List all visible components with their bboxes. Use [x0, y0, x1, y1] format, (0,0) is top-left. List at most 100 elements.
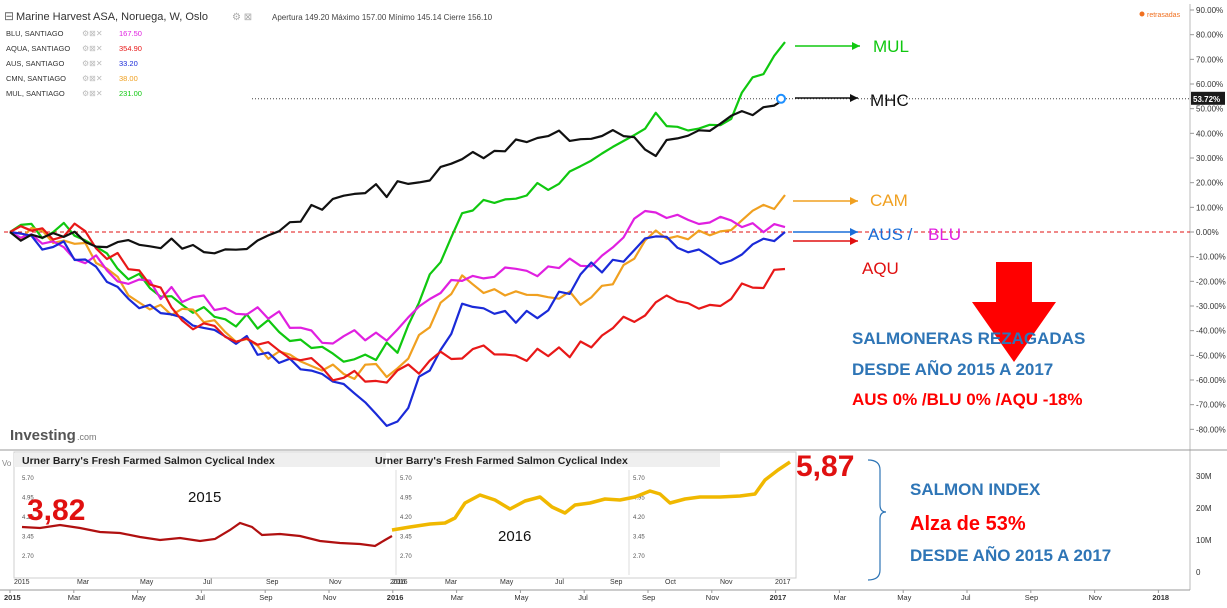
inset-y-tick: 3.45: [22, 535, 34, 541]
y-tick-label: -70.00%: [1196, 401, 1226, 410]
inset-x-label: Jul: [555, 579, 564, 586]
x-axis-label: Sep: [259, 593, 272, 602]
inset-y-tick: 4.20: [633, 515, 645, 521]
brand-watermark: Investing: [10, 427, 76, 444]
inset-year-2015: 2015: [188, 489, 221, 506]
last-value-tag: 53.72%: [1193, 95, 1220, 104]
legend-controls-icon: ⚙⊠✕: [82, 44, 103, 53]
legend-label: MUL, SANTIAGO: [6, 89, 65, 98]
legend-controls-icon: ⚙⊠✕: [82, 74, 103, 83]
inset-header-left: [14, 453, 386, 467]
salmon-note-line-3: DESDE AÑO 2015 A 2017: [910, 545, 1111, 565]
inset-y-tick: 4.20: [400, 515, 412, 521]
salmon-note-line-2: Alza de 53%: [910, 513, 1026, 535]
x-axis-label: 2018: [1152, 593, 1169, 602]
inset-x-label: 2015: [14, 579, 30, 586]
x-axis-label: Nov: [323, 593, 337, 602]
delayed-label: retrasadas: [1147, 12, 1181, 19]
collapse-icon: ⊟: [4, 9, 14, 23]
x-axis-label: Mar: [68, 593, 81, 602]
inset-x-label: May: [140, 579, 154, 586]
y-tick-label: -60.00%: [1196, 376, 1226, 385]
inset-x-label: Sep: [610, 579, 623, 586]
chart-title: Marine Harvest ASA, Noruega, W, Oslo: [16, 11, 208, 23]
inset-y-tick: 4.95: [22, 496, 34, 502]
x-axis-label: Mar: [451, 593, 464, 602]
y-tick-label: 80.00%: [1196, 31, 1223, 40]
inset-x-label: 2017: [775, 579, 791, 586]
series-line-cam: [9, 194, 786, 380]
inset-y-tick: 5.70: [22, 476, 34, 482]
legend-value: 231.00: [119, 89, 142, 98]
annotation-mhc: MHC: [870, 91, 909, 110]
legend-value: 167.50: [119, 29, 142, 38]
inset-x-label: 2016: [390, 579, 406, 586]
inset-x-label: May: [500, 579, 514, 586]
y-tick-label: 20.00%: [1196, 179, 1223, 188]
annotation-mul: MUL: [873, 37, 909, 56]
inset-y-tick: 3.45: [400, 535, 412, 541]
x-axis-label: Sep: [1025, 593, 1038, 602]
x-axis-label: Nov: [1089, 593, 1103, 602]
legend-controls-icon: ⚙⊠✕: [82, 29, 103, 38]
y-tick-label: -30.00%: [1196, 302, 1226, 311]
crosshair-marker-icon: [776, 93, 786, 104]
y-tick-label: -80.00%: [1196, 425, 1226, 434]
inset-y-tick: 4.95: [633, 496, 645, 502]
inset-x-label: Jul: [203, 579, 212, 586]
y-tick-label: -20.00%: [1196, 277, 1226, 286]
y-tick-label: -40.00%: [1196, 327, 1226, 336]
salmon-note-line-1: SALMON INDEX: [910, 480, 1041, 499]
inset-y-tick: 2.70: [22, 554, 34, 560]
volume-label: Vo: [2, 459, 12, 468]
volume-tick-label: 30M: [1196, 472, 1212, 481]
inset-start-value: 3,82: [27, 494, 85, 527]
cam-arrow-arrowhead-icon: [850, 197, 858, 205]
last-value-tag-bg: [1191, 91, 1225, 105]
aqu-arrow-arrowhead-icon: [850, 237, 858, 245]
salmon-index-2015-line: [21, 521, 393, 548]
x-axis-label: 2017: [770, 593, 787, 602]
summary-line-2: DESDE AÑO 2015 A 2017: [852, 359, 1053, 379]
legend-label: AUS, SANTIAGO: [6, 59, 65, 68]
x-axis-label: Jul: [195, 593, 205, 602]
inset-x-label: Mar: [445, 579, 458, 586]
inset-y-tick: 5.70: [633, 476, 645, 482]
x-axis-label: Sep: [642, 593, 655, 602]
mhc-arrow-arrowhead-icon: [850, 94, 858, 102]
bracket-icon: [867, 459, 887, 581]
series-line-aqu: [9, 222, 786, 384]
salmon-index-2016-line: [391, 460, 791, 532]
x-axis-label: Jul: [961, 593, 971, 602]
inset-y-tick: 2.70: [400, 554, 412, 560]
inset-y-tick: 5.70: [400, 476, 412, 482]
x-axis-label: May: [514, 593, 528, 602]
x-axis-label: Jul: [578, 593, 588, 602]
aus-arrow-arrowhead-icon: [850, 228, 858, 236]
y-tick-label: -50.00%: [1196, 351, 1226, 360]
inset-title-left: Urner Barry's Fresh Farmed Salmon Cyclic…: [22, 455, 275, 467]
inset-y-tick: 2.70: [633, 554, 645, 560]
inset-y-tick: 4.20: [22, 515, 34, 521]
y-tick-label: 0.00%: [1196, 228, 1219, 237]
series-line-blu: [9, 209, 786, 345]
legend-value: 38.00: [119, 74, 138, 83]
inset-end-value: 5,87: [796, 450, 854, 483]
inset-title-right: Urner Barry's Fresh Farmed Salmon Cyclic…: [375, 455, 628, 467]
legend-label: AQUA, SANTIAGO: [6, 44, 70, 53]
y-tick-label: 70.00%: [1196, 55, 1223, 64]
inset-y-tick: 3.45: [633, 535, 645, 541]
y-tick-label: 60.00%: [1196, 80, 1223, 89]
annotation-cam: CAM: [870, 191, 908, 210]
down-arrow-icon: [972, 262, 1056, 362]
inset-header-right: [390, 453, 720, 467]
mul-arrow-arrowhead-icon: [852, 42, 860, 50]
y-tick-label: 40.00%: [1196, 129, 1223, 138]
annotation-blu: BLU: [928, 225, 961, 244]
x-axis-label: 2016: [387, 593, 404, 602]
annotation-aus: AUS /: [868, 225, 913, 244]
x-axis-label: Mar: [833, 593, 846, 602]
inset-x-label: Nov: [720, 579, 733, 586]
annotation-aqu: AQU: [862, 259, 899, 278]
